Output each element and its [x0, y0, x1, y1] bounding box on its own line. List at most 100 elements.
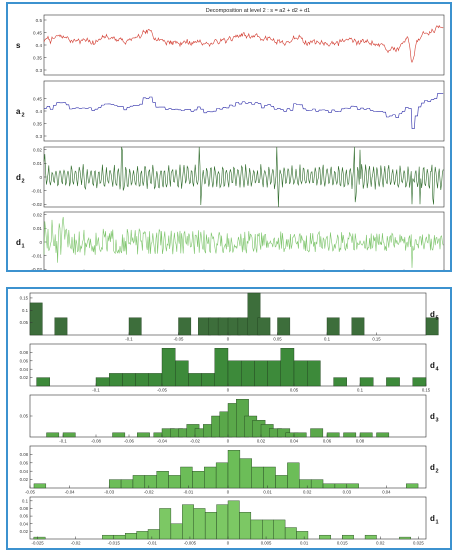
histogram-bar	[102, 534, 114, 540]
x-tick-label: -0.05	[25, 490, 35, 495]
histogram-bar	[425, 317, 439, 336]
y-tick-label: 0.4	[36, 109, 43, 114]
histogram-bar	[263, 466, 276, 489]
histogram-bar	[299, 479, 312, 489]
histogram-bar	[333, 377, 348, 387]
x-tick-label: 0.15	[422, 388, 431, 393]
y-tick-label: 0	[39, 240, 42, 245]
histogram-bar	[108, 373, 123, 387]
y-tick-label: 0.02	[33, 148, 42, 153]
y-tick-label: -0.01	[32, 188, 43, 193]
histogram-bar	[178, 317, 192, 336]
y-tick-label: 0.05	[20, 414, 29, 419]
histogram-bar	[406, 483, 419, 489]
histogram-bar	[364, 534, 377, 540]
histogram-bar	[120, 479, 134, 489]
histogram-bar	[188, 373, 202, 387]
y-tick-label: 0.08	[20, 452, 29, 457]
x-tick-label: -0.025	[32, 541, 45, 546]
x-tick-label: 0	[227, 388, 230, 393]
histogram-bar	[193, 508, 206, 540]
signal-label: d	[16, 173, 21, 182]
y-tick-label: 0.1	[22, 498, 29, 503]
histogram-bar	[174, 360, 189, 387]
histogram-bar	[262, 519, 274, 540]
signal-line-a2	[44, 93, 444, 129]
x-tick-label: -0.015	[108, 541, 121, 546]
x-tick-label: -0.05	[174, 337, 184, 342]
x-tick-label: 0.02	[257, 439, 266, 444]
x-tick-label: 0.1	[357, 388, 364, 393]
x-tick-label: 0.04	[382, 490, 391, 495]
decomposition-title: Decomposition at level 2 : s = a2 + d2 +…	[206, 8, 310, 14]
x-tick-label: 0.01	[300, 541, 309, 546]
histogram-bar	[204, 466, 217, 489]
histogram-bar	[326, 432, 340, 438]
x-tick-label: -0.1	[92, 388, 100, 393]
y-tick-label: -0.01	[32, 253, 43, 258]
signal-label-subscript: 1	[22, 244, 25, 250]
histogram-bar	[227, 449, 241, 489]
histogram-bar	[201, 373, 216, 387]
histogram-bar	[334, 483, 348, 489]
signal-label-subscript: 2	[22, 113, 25, 119]
histogram-bar	[159, 508, 172, 540]
y-tick-label: 0.4	[36, 43, 43, 48]
x-tick-label: -0.1	[59, 439, 67, 444]
histogram-bar	[204, 512, 217, 540]
histogram-bar	[359, 432, 373, 438]
histogram-bar	[359, 377, 374, 387]
y-tick-label: 0.02	[20, 529, 29, 534]
histogram-bar	[386, 377, 400, 387]
histogram-bar	[376, 432, 390, 438]
x-tick-label: -0.04	[157, 439, 167, 444]
y-tick-label: 0.15	[20, 296, 29, 301]
histogram-bar	[136, 531, 149, 540]
histogram-bar	[254, 360, 268, 387]
signal-label: s	[16, 41, 21, 50]
histogram-bar	[240, 360, 255, 387]
histogram-bar	[280, 348, 295, 387]
y-tick-label: 0.08	[20, 506, 29, 511]
histogram-label: d	[430, 412, 435, 421]
histogram-bar	[182, 504, 194, 540]
y-tick-label: 0.06	[20, 358, 29, 363]
signal-line-d1	[43, 216, 444, 268]
x-tick-label: -0.1	[125, 337, 133, 342]
histogram-bar	[293, 432, 307, 438]
y-tick-label: 0.45	[33, 30, 42, 35]
histogram-bar	[36, 377, 51, 387]
x-tick-label: -0.02	[71, 541, 81, 546]
histogram-bar	[239, 512, 252, 540]
x-tick-label: 0	[227, 337, 230, 342]
histogram-bar	[319, 534, 332, 540]
y-tick-label: 0.06	[20, 514, 29, 519]
histogram-bar	[273, 519, 286, 540]
x-tick-label: -0.01	[184, 490, 194, 495]
y-tick-label: 0.02	[20, 477, 29, 482]
x-tick-label: -0.08	[91, 439, 101, 444]
histogram-bar	[293, 360, 308, 387]
decomposition-chart: Decomposition at level 2 : s = a2 + d2 +…	[16, 8, 448, 281]
x-tick-label: 0.02	[303, 490, 312, 495]
histogram-bar	[412, 377, 427, 387]
y-tick-label: -0.02	[32, 202, 43, 207]
histogram-bar	[161, 348, 176, 387]
y-tick-label: 0.04	[20, 521, 29, 526]
x-tick-label: 0.005	[261, 541, 272, 546]
histogram-bar	[216, 504, 229, 540]
histogram-bar	[251, 466, 264, 489]
histogram-bar	[227, 500, 240, 540]
histogram-bar	[168, 475, 181, 489]
histogram-bar	[247, 292, 261, 336]
histogram-label-subscript: 5	[436, 316, 439, 322]
x-tick-label: 0	[227, 439, 230, 444]
signal-axes-2	[43, 80, 445, 142]
histogram-bar	[257, 317, 271, 336]
histogram-bar	[132, 475, 146, 489]
histogram-bar	[62, 432, 76, 438]
histogram-bar	[326, 317, 340, 336]
y-tick-label: 0.1	[22, 308, 29, 313]
histogram-bar	[128, 317, 142, 336]
x-tick-label: 0.08	[356, 439, 365, 444]
